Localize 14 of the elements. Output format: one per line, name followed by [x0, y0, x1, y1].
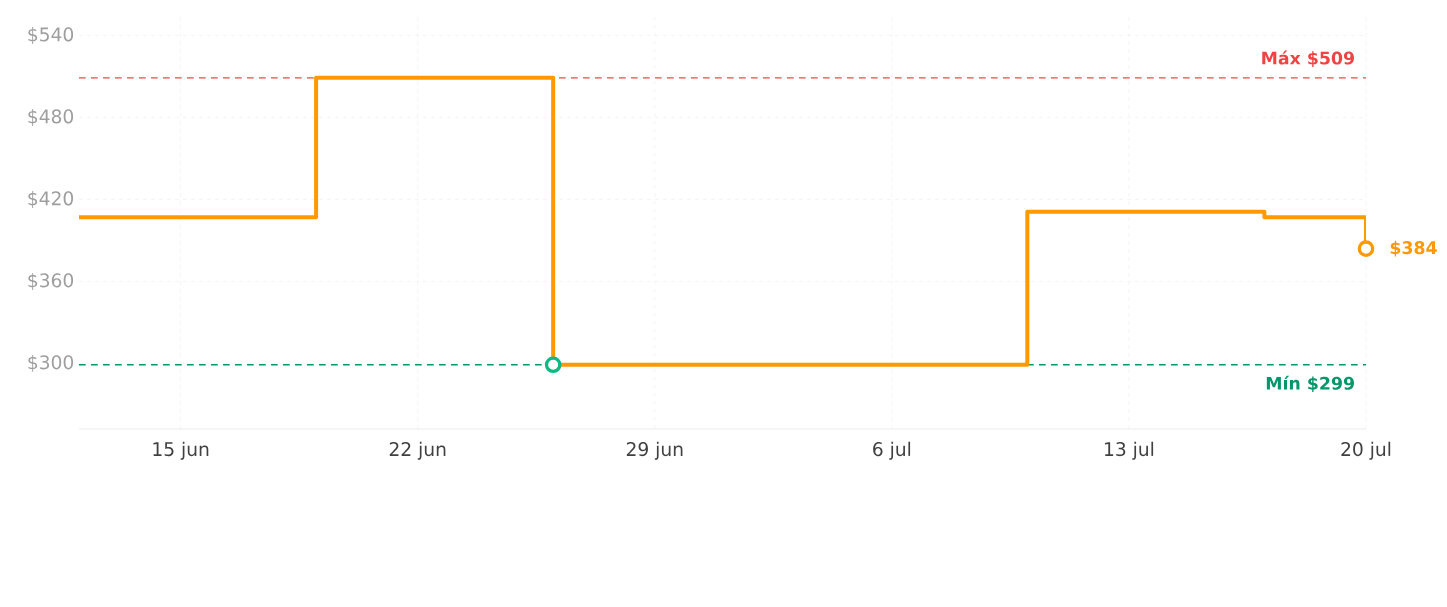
x-tick-label: 20 jul	[1341, 441, 1391, 460]
x-tick-label: 6 jul	[873, 441, 911, 460]
x-tick-label: 29 jun	[626, 441, 683, 460]
annotation: $384	[1390, 240, 1437, 257]
y-tick-label: $300	[28, 354, 74, 372]
x-tick-label: 22 jun	[389, 441, 446, 460]
ref-line-label: Máx $509	[1262, 50, 1354, 67]
y-tick-label: $480	[28, 109, 74, 126]
x-tick-label: 15 jun	[153, 441, 209, 460]
y-tick-label: $420	[28, 190, 74, 208]
y-tick-label: $360	[28, 272, 74, 290]
ref-line-label: Mín $299	[1266, 375, 1354, 393]
y-tick-label: $540	[28, 27, 74, 44]
x-tick-label: 13 jul	[1105, 441, 1154, 460]
